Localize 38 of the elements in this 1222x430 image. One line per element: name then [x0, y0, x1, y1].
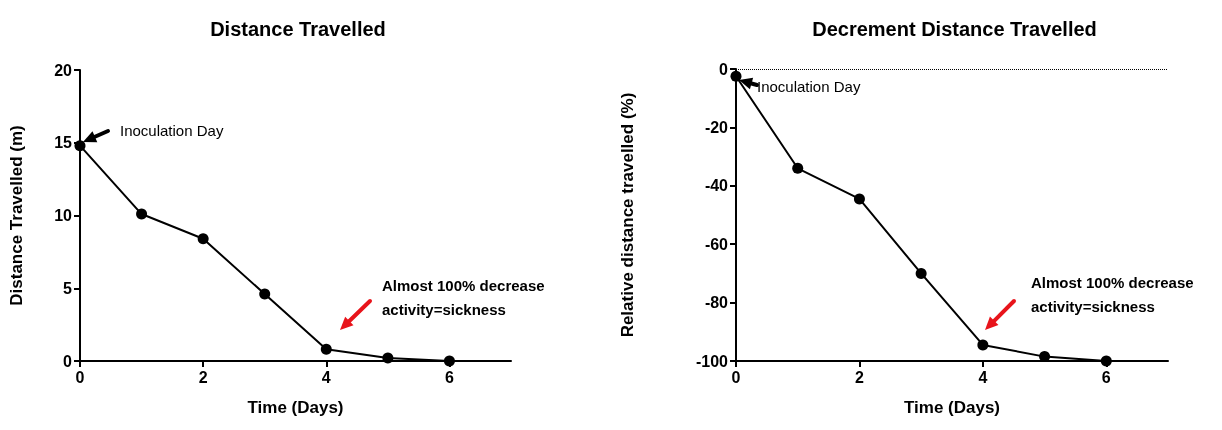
- y-tick-label: 5: [63, 279, 73, 297]
- point: [915, 267, 927, 279]
- chart-title: Distance Travelled: [210, 18, 386, 40]
- point: [320, 343, 332, 355]
- point: [853, 193, 865, 205]
- y-tick-label: 0: [719, 60, 729, 78]
- x-tick-label: 2: [854, 368, 864, 386]
- y-tick-label: 0: [63, 352, 73, 370]
- point: [792, 162, 804, 174]
- y-tick-label: -60: [704, 235, 729, 253]
- x-axis-title: Time (Days): [247, 398, 344, 417]
- annotation: Inoculation Day: [120, 121, 224, 141]
- x-tick-label: 4: [978, 368, 988, 386]
- point: [136, 208, 148, 220]
- annotation: Almost 100% decrease activity=sickness: [382, 276, 545, 320]
- annotation: Inoculation Day: [757, 77, 861, 97]
- point: [382, 352, 394, 364]
- x-axis-title: Time (Days): [903, 398, 1001, 417]
- chart-title: Decrement Distance Travelled: [812, 18, 1097, 40]
- y-axis-title: Relative distance travelled (%): [618, 92, 637, 338]
- y-tick-label: 10: [54, 207, 73, 224]
- y-tick-label: 20: [54, 61, 73, 79]
- y-tick-label: -20: [704, 118, 729, 136]
- y-tick-label: -80: [704, 294, 729, 312]
- point: [197, 233, 209, 245]
- x-tick-label: 6: [444, 368, 454, 386]
- x-tick-label: 2: [198, 368, 208, 386]
- point: [977, 339, 989, 351]
- y-axis-title: Distance Travelled (m): [7, 125, 26, 306]
- y-tick-label: -40: [704, 177, 729, 195]
- y-tick-label: 15: [54, 134, 73, 152]
- y-tick-label: -100: [695, 352, 729, 370]
- x-tick-label: 4: [321, 368, 331, 386]
- point: [259, 288, 271, 300]
- annotation: Almost 100% decrease activity=sickness: [1031, 273, 1194, 317]
- x-tick-label: 0: [731, 368, 741, 386]
- x-tick-label: 0: [75, 368, 85, 386]
- x-tick-label: 6: [1101, 368, 1111, 386]
